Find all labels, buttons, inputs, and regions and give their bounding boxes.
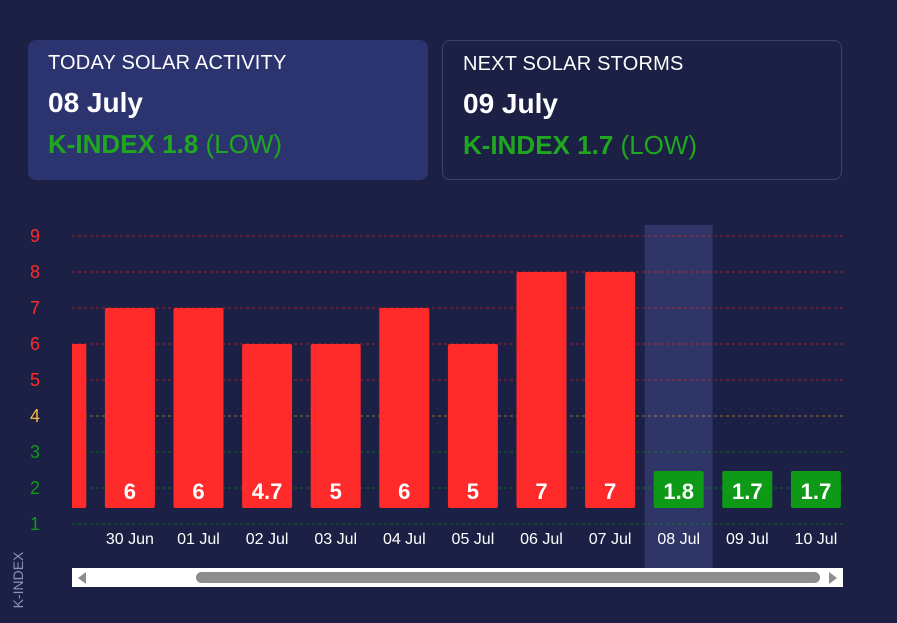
today-card-date: 08 July: [48, 87, 143, 118]
next-card-title: NEXT SOLAR STORMS: [463, 53, 684, 75]
next-k-index: K-INDEX 1.7 (LOW): [463, 130, 821, 161]
next-k-index-level: (LOW): [620, 130, 698, 160]
bar-value-label: 7: [535, 479, 547, 504]
x-tick-label: 03 Jul: [314, 531, 357, 548]
bar-value-label: 1.7: [732, 479, 763, 504]
scroll-left-arrow-icon[interactable]: [78, 572, 86, 584]
bar: [447, 344, 498, 508]
y-tick-label: 4: [30, 406, 40, 426]
x-tick-label: 02 Jul: [246, 531, 289, 548]
bar: [790, 471, 841, 508]
x-tick-label: 08 Jul: [657, 531, 700, 548]
y-tick-label: 7: [30, 298, 40, 318]
chart-scrollbar[interactable]: [72, 568, 843, 587]
y-tick-label: 2: [30, 478, 40, 498]
bar: [722, 471, 773, 508]
bar-value-label: 6: [192, 479, 204, 504]
highlight-column: [644, 225, 713, 568]
today-k-index-value: 1.8: [162, 129, 199, 159]
x-tick-label: 10 Jul: [795, 531, 838, 548]
today-card-title: TODAY SOLAR ACTIVITY: [48, 52, 287, 74]
today-k-index-level: (LOW): [205, 129, 283, 159]
x-tick-label: 30 Jun: [106, 531, 154, 548]
y-tick-label: 1: [30, 514, 40, 534]
x-tick-label: n: [57, 531, 66, 548]
bar-value-label: 5: [330, 479, 342, 504]
y-tick-label: 3: [30, 442, 40, 462]
next-card-date: 09 July: [463, 88, 558, 119]
bars-group: n 6 30 Jun 6 01 Jul 4.7 02 Jul 5 03 Jul 6 04 Jul 5 0…: [57, 272, 841, 548]
bar: [379, 308, 430, 508]
bar: [516, 272, 567, 508]
today-k-index: K-INDEX 1.8 (LOW): [48, 129, 408, 160]
x-tick-label: 09 Jul: [726, 531, 769, 548]
bar-value-label: 6: [124, 479, 136, 504]
y-tick-label: 8: [30, 262, 40, 282]
scroll-thumb[interactable]: [196, 572, 820, 583]
x-tick-label: 04 Jul: [383, 531, 426, 548]
bar: [242, 344, 293, 508]
next-k-index-label: K-INDEX: [463, 130, 570, 160]
bar-value-label: 1.8: [663, 479, 694, 504]
bar-value-label: 6: [398, 479, 410, 504]
x-tick-label: 07 Jul: [589, 531, 632, 548]
next-k-index-value: 1.7: [577, 130, 614, 160]
bar-value-label: 1.7: [801, 479, 832, 504]
bar: [173, 308, 224, 508]
x-tick-label: 05 Jul: [452, 531, 495, 548]
bar: [310, 344, 361, 508]
x-tick-label: 06 Jul: [520, 531, 563, 548]
y-tick-label: 6: [30, 334, 40, 354]
today-k-index-label: K-INDEX: [48, 129, 155, 159]
bar-value-label: 5: [467, 479, 479, 504]
next-solar-storms-card: NEXT SOLAR STORMS 09 July K-INDEX 1.7 (L…: [442, 40, 842, 180]
bar: [72, 344, 87, 508]
scroll-right-arrow-icon[interactable]: [829, 572, 837, 584]
y-tick-label: 9: [30, 226, 40, 246]
today-solar-activity-card: TODAY SOLAR ACTIVITY 08 July K-INDEX 1.8…: [28, 40, 428, 180]
bar: [653, 471, 704, 508]
bar-value-label: 7: [604, 479, 616, 504]
bar-value-label: 4.7: [252, 479, 283, 504]
x-tick-label: 01 Jul: [177, 531, 220, 548]
bar: [585, 272, 636, 508]
y-axis-label: K-INDEX: [10, 551, 26, 609]
y-tick-label: 5: [30, 370, 40, 390]
bar: [104, 308, 155, 508]
